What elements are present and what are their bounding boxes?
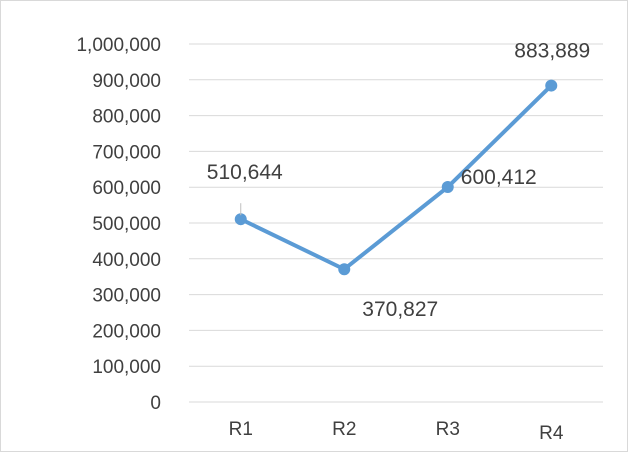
y-tick-label: 300,000 [92, 286, 161, 307]
data-point [338, 263, 351, 276]
y-tick-label: 600,000 [92, 178, 161, 199]
y-tick-label: 100,000 [92, 357, 161, 378]
x-tick-label: R1 [229, 419, 253, 440]
y-tick-label: 900,000 [92, 71, 161, 92]
data-point [545, 79, 558, 92]
y-tick-label: 700,000 [92, 142, 161, 163]
data-label: 510,644 [207, 161, 283, 184]
x-tick-label: R4 [539, 423, 564, 444]
y-tick-label: 0 [150, 393, 161, 414]
data-label: 600,412 [461, 166, 537, 189]
y-tick-label: 400,000 [92, 250, 161, 271]
data-point [234, 213, 247, 226]
y-tick-label: 800,000 [92, 107, 161, 128]
data-point [441, 181, 454, 194]
y-tick-label: 1,000,000 [76, 35, 161, 56]
y-tick-label: 200,000 [92, 321, 161, 342]
y-tick-label: 500,000 [92, 214, 161, 235]
series-line [238, 83, 554, 272]
x-tick-label: R2 [332, 419, 356, 440]
data-label: 370,827 [362, 298, 438, 321]
x-tick-label: R3 [436, 419, 460, 440]
data-label: 883,889 [514, 40, 590, 63]
